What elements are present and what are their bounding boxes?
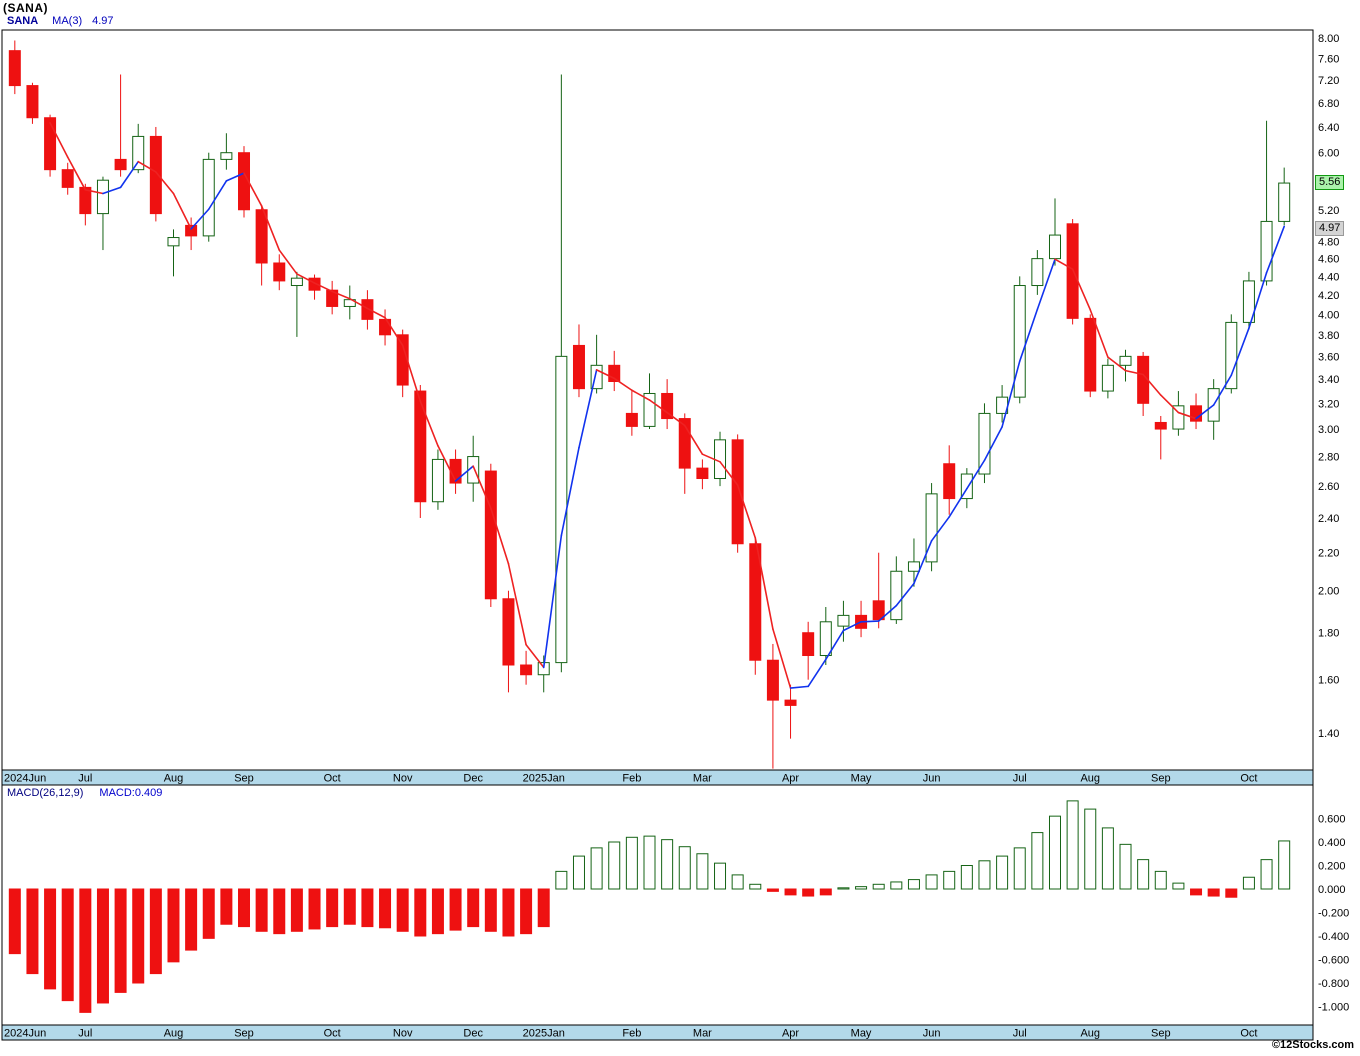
svg-text:2025Jan: 2025Jan xyxy=(523,773,565,785)
svg-text:-0.200: -0.200 xyxy=(1318,908,1349,920)
svg-text:Sep: Sep xyxy=(1151,773,1171,785)
svg-text:2.60: 2.60 xyxy=(1318,481,1339,493)
svg-text:1.40: 1.40 xyxy=(1318,728,1339,740)
svg-text:2.80: 2.80 xyxy=(1318,452,1339,464)
svg-text:Nov: Nov xyxy=(393,773,413,785)
ticker-title: (SANA) xyxy=(3,1,48,15)
svg-text:2024Jun: 2024Jun xyxy=(4,773,46,785)
svg-text:1.80: 1.80 xyxy=(1318,628,1339,640)
svg-text:Jun: Jun xyxy=(923,773,941,785)
svg-text:Aug: Aug xyxy=(1080,1028,1100,1040)
svg-text:-0.400: -0.400 xyxy=(1318,931,1349,943)
svg-text:Jul: Jul xyxy=(1013,1028,1027,1040)
svg-text:0.000: 0.000 xyxy=(1318,884,1346,896)
svg-text:Oct: Oct xyxy=(1240,1028,1257,1040)
svg-text:6.80: 6.80 xyxy=(1318,98,1339,110)
svg-text:6.40: 6.40 xyxy=(1318,122,1339,134)
svg-text:Feb: Feb xyxy=(622,773,641,785)
svg-text:Nov: Nov xyxy=(393,1028,413,1040)
svg-text:2025Jan: 2025Jan xyxy=(523,1028,565,1040)
svg-text:1.60: 1.60 xyxy=(1318,675,1339,687)
svg-text:May: May xyxy=(851,1028,872,1040)
svg-text:Oct: Oct xyxy=(324,1028,341,1040)
svg-text:3.00: 3.00 xyxy=(1318,424,1339,436)
svg-text:3.40: 3.40 xyxy=(1318,374,1339,386)
svg-text:-0.600: -0.600 xyxy=(1318,955,1349,967)
svg-text:-1.000: -1.000 xyxy=(1318,1002,1349,1014)
svg-text:Sep: Sep xyxy=(234,1028,254,1040)
copyright-text: ©12Stocks.com xyxy=(1271,1039,1354,1051)
svg-text:-0.800: -0.800 xyxy=(1318,978,1349,990)
svg-text:Aug: Aug xyxy=(1080,773,1100,785)
svg-text:6.00: 6.00 xyxy=(1318,148,1339,160)
svg-text:4.00: 4.00 xyxy=(1318,309,1339,321)
legend-ma-label: MA(3) xyxy=(52,15,83,27)
svg-text:2.20: 2.20 xyxy=(1318,548,1339,560)
svg-text:0.200: 0.200 xyxy=(1318,861,1346,873)
last-price-tag: 5.56 xyxy=(1315,175,1345,191)
price-legend: SANA MA(3) 4.97 xyxy=(7,15,114,27)
svg-text:Jul: Jul xyxy=(78,773,92,785)
ma-value-tag: 4.97 xyxy=(1315,220,1345,236)
svg-text:8.00: 8.00 xyxy=(1318,33,1339,45)
svg-text:7.60: 7.60 xyxy=(1318,53,1339,65)
svg-text:0.400: 0.400 xyxy=(1318,837,1346,849)
svg-text:May: May xyxy=(851,773,872,785)
macd-legend: MACD(26,12,9) MACD:0.409 xyxy=(7,787,162,799)
svg-text:Aug: Aug xyxy=(164,1028,184,1040)
svg-text:Oct: Oct xyxy=(324,773,341,785)
svg-text:Sep: Sep xyxy=(1151,1028,1171,1040)
macd-params-label: MACD(26,12,9) xyxy=(7,787,84,799)
svg-text:3.20: 3.20 xyxy=(1318,398,1339,410)
svg-text:Jun: Jun xyxy=(923,1028,941,1040)
svg-text:Jul: Jul xyxy=(78,1028,92,1040)
svg-text:Feb: Feb xyxy=(622,1028,641,1040)
svg-text:Sep: Sep xyxy=(234,773,254,785)
svg-text:2.40: 2.40 xyxy=(1318,513,1339,525)
legend-ma-value: 4.97 xyxy=(92,15,114,27)
svg-text:Mar: Mar xyxy=(693,1028,712,1040)
svg-text:Mar: Mar xyxy=(693,773,712,785)
svg-text:2.00: 2.00 xyxy=(1318,586,1339,598)
svg-text:7.20: 7.20 xyxy=(1318,75,1339,87)
svg-text:5.20: 5.20 xyxy=(1318,205,1339,217)
svg-text:Apr: Apr xyxy=(782,1028,799,1040)
svg-text:Oct: Oct xyxy=(1240,773,1257,785)
svg-text:3.60: 3.60 xyxy=(1318,351,1339,363)
svg-text:Apr: Apr xyxy=(782,773,799,785)
svg-text:Dec: Dec xyxy=(463,1028,483,1040)
svg-text:2024Jun: 2024Jun xyxy=(4,1028,46,1040)
legend-symbol: SANA xyxy=(7,15,39,27)
svg-text:0.600: 0.600 xyxy=(1318,814,1346,826)
svg-text:4.20: 4.20 xyxy=(1318,290,1339,302)
svg-text:4.40: 4.40 xyxy=(1318,271,1339,283)
svg-text:4.80: 4.80 xyxy=(1318,237,1339,249)
macd-current-value: MACD:0.409 xyxy=(99,787,163,799)
svg-text:Aug: Aug xyxy=(164,773,184,785)
svg-text:Jul: Jul xyxy=(1013,773,1027,785)
svg-text:3.80: 3.80 xyxy=(1318,330,1339,342)
svg-text:Dec: Dec xyxy=(463,773,483,785)
svg-text:4.60: 4.60 xyxy=(1318,254,1339,266)
